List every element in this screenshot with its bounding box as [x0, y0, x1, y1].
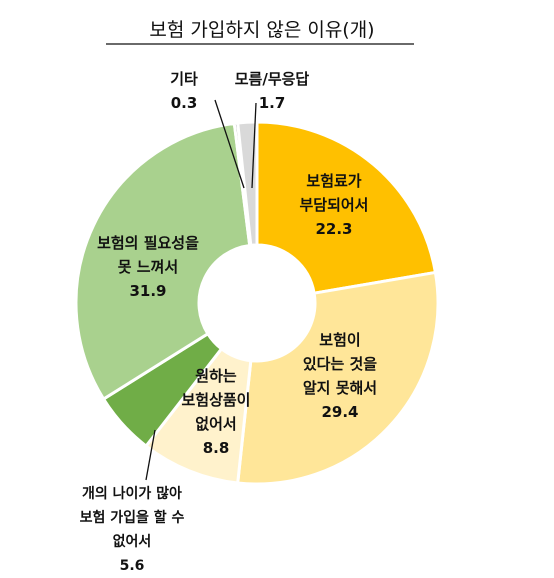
category-label-line: 알지 못해서 — [303, 379, 377, 397]
slice-보험이-있다는-것을-알지-못해서 — [236, 270, 440, 486]
category-label-line: 보험료가 — [306, 172, 361, 190]
slice-모름-무응답 — [236, 120, 259, 247]
category-label-line: 없어서 — [195, 415, 236, 433]
slices-group — [74, 120, 440, 486]
slice-보험료가-부담되어서 — [255, 120, 438, 295]
leader-기타 — [214, 99, 245, 189]
chart-title: 보험 가입하지 않은 이유(개) — [149, 19, 374, 41]
leader-모름-무응답 — [251, 102, 257, 189]
category-label-line: 보험 가입을 할 수 — [80, 509, 185, 526]
category-label-line: 있다는 것을 — [303, 355, 377, 373]
leader-lines — [145, 99, 257, 481]
category-label-line: 없어서 — [113, 533, 152, 550]
value-label: 5.6 — [120, 558, 145, 574]
value-label: 1.7 — [259, 94, 286, 112]
value-label: 22.3 — [315, 220, 352, 238]
value-label: 31.9 — [129, 282, 166, 300]
leader-개의-나이가-많아-보험-가입을-할-수-없어서 — [145, 429, 156, 481]
category-label-line: 부담되어서 — [299, 196, 368, 214]
slice-보험의-필요성을-못-느껴서 — [74, 121, 252, 402]
label-모름-무응답: 모름/무응답 1.7 — [235, 70, 310, 112]
category-label-line: 보험이 — [319, 331, 360, 349]
value-label: 29.4 — [321, 403, 358, 421]
category-label-line: 보험의 필요성을 — [97, 234, 199, 252]
category-label-line: 보험상품이 — [181, 391, 250, 409]
category-label-line: 모름/무응답 — [235, 70, 310, 88]
label-기타: 기타 0.3 — [170, 70, 198, 112]
category-label-line: 원하는 — [195, 367, 237, 385]
category-label-line: 기타 — [170, 70, 198, 88]
value-label: 8.8 — [203, 439, 230, 457]
category-label-line: 개의 나이가 많아 — [82, 485, 182, 502]
value-label: 0.3 — [171, 94, 198, 112]
category-label-line: 못 느껴서 — [118, 258, 178, 276]
